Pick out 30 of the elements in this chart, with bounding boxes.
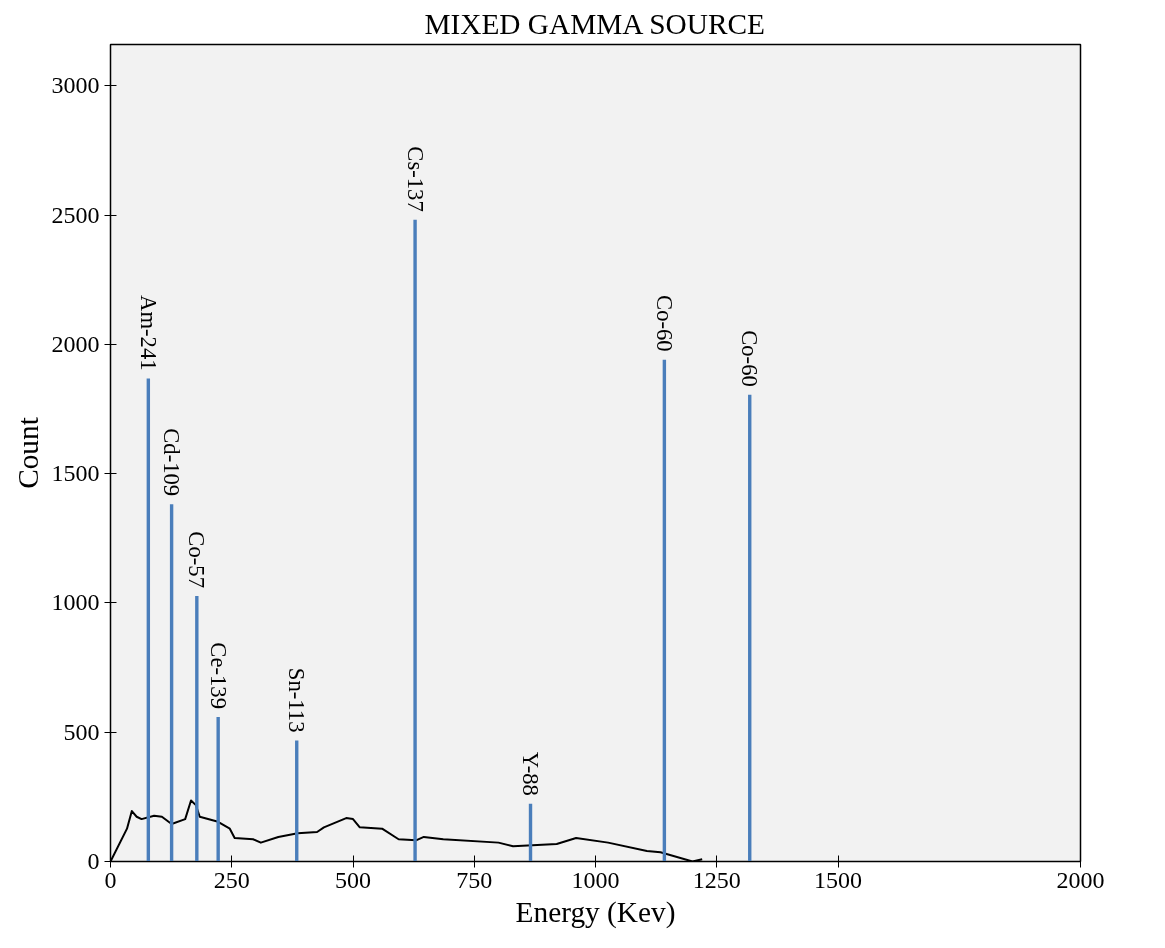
y-tick-label: 1500 [51, 460, 100, 487]
y-tick-label: 2500 [51, 201, 100, 228]
x-tick-label: 750 [456, 866, 493, 893]
y-tick-label: 500 [63, 718, 100, 745]
annotation: Sn-113 [284, 667, 310, 733]
x-tick-label: 250 [213, 866, 250, 893]
annotation: Co-60 [737, 330, 763, 387]
bar [413, 219, 417, 862]
x-tick-label: 0 [104, 866, 117, 893]
x-tick-label: 500 [335, 866, 371, 893]
annotation: Ce-139 [205, 642, 231, 709]
annotation: Cs-137 [402, 146, 428, 212]
x-axis-title: Energy (Kev) [515, 895, 676, 929]
y-axis-title: Count [11, 417, 44, 489]
x-tick-label: 1000 [571, 866, 620, 893]
annotation: Cd-109 [159, 428, 185, 497]
x-tick-label: 1250 [692, 866, 741, 893]
y-tick-label: 1000 [51, 589, 100, 616]
y-tick-label: 2000 [51, 330, 100, 357]
y-tick-label: 0 [87, 848, 100, 874]
annotation: Co-60 [651, 295, 677, 352]
x-tick-label: 2000 [1056, 866, 1105, 893]
chart-title: MIXED GAMMA SOURCE [424, 7, 765, 40]
annotation: Y-88 [518, 751, 544, 796]
annotation: Co-57 [184, 531, 210, 588]
bar [195, 595, 199, 862]
y-tick-label: 3000 [51, 72, 100, 99]
bar [216, 716, 220, 862]
x-tick-label: 1500 [814, 866, 862, 893]
annotation: Am-241 [135, 295, 161, 371]
